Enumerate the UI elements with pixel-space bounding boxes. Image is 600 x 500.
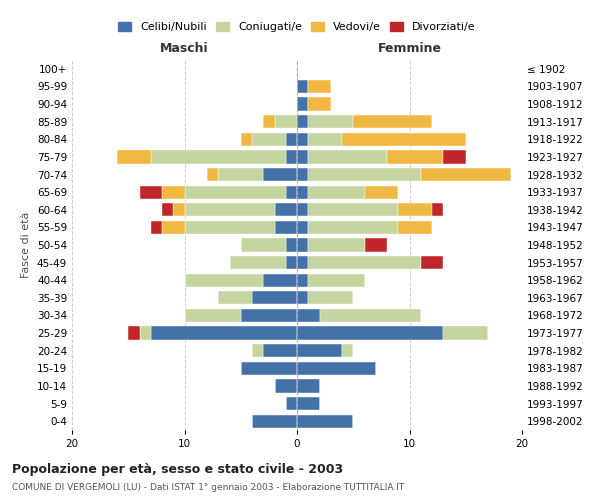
- Bar: [297, 186, 308, 198]
- Bar: [185, 186, 286, 198]
- Bar: [342, 132, 466, 146]
- Bar: [308, 238, 365, 252]
- Bar: [421, 256, 443, 269]
- Bar: [218, 291, 252, 304]
- Bar: [297, 150, 308, 164]
- Bar: [252, 291, 297, 304]
- Bar: [275, 221, 297, 234]
- Bar: [297, 80, 308, 93]
- Bar: [229, 256, 286, 269]
- Bar: [308, 221, 398, 234]
- Bar: [297, 238, 308, 252]
- Text: Maschi: Maschi: [160, 42, 209, 54]
- Bar: [173, 203, 185, 216]
- Bar: [297, 221, 308, 234]
- Bar: [139, 326, 151, 340]
- Bar: [263, 344, 297, 358]
- Bar: [297, 132, 308, 146]
- Bar: [308, 80, 331, 93]
- Bar: [308, 98, 331, 110]
- Bar: [252, 132, 286, 146]
- Bar: [128, 326, 139, 340]
- Bar: [162, 203, 173, 216]
- Text: Popolazione per età, sesso e stato civile - 2003: Popolazione per età, sesso e stato civil…: [12, 462, 343, 475]
- Bar: [297, 203, 308, 216]
- Bar: [297, 414, 353, 428]
- Bar: [297, 326, 443, 340]
- Text: COMUNE DI VERGEMOLI (LU) - Dati ISTAT 1° gennaio 2003 - Elaborazione TUTTITALIA.: COMUNE DI VERGEMOLI (LU) - Dati ISTAT 1°…: [12, 484, 404, 492]
- Bar: [432, 203, 443, 216]
- Bar: [297, 380, 320, 392]
- Bar: [185, 221, 275, 234]
- Bar: [162, 186, 185, 198]
- Bar: [252, 344, 263, 358]
- Bar: [286, 150, 297, 164]
- Bar: [162, 221, 185, 234]
- Bar: [308, 203, 398, 216]
- Bar: [308, 186, 365, 198]
- Bar: [252, 414, 297, 428]
- Bar: [297, 115, 308, 128]
- Bar: [151, 326, 297, 340]
- Bar: [297, 168, 308, 181]
- Bar: [353, 115, 432, 128]
- Bar: [297, 344, 342, 358]
- Bar: [365, 238, 387, 252]
- Bar: [275, 203, 297, 216]
- Bar: [421, 168, 511, 181]
- Bar: [308, 274, 365, 287]
- Bar: [241, 238, 286, 252]
- Bar: [308, 168, 421, 181]
- Bar: [263, 168, 297, 181]
- Bar: [241, 309, 297, 322]
- Bar: [218, 168, 263, 181]
- Bar: [207, 168, 218, 181]
- Legend: Celibi/Nubili, Coniugati/e, Vedovi/e, Divorziati/e: Celibi/Nubili, Coniugati/e, Vedovi/e, Di…: [114, 18, 480, 37]
- Bar: [297, 362, 376, 375]
- Bar: [308, 291, 353, 304]
- Bar: [398, 221, 432, 234]
- Bar: [151, 221, 162, 234]
- Bar: [342, 344, 353, 358]
- Bar: [443, 150, 466, 164]
- Bar: [308, 115, 353, 128]
- Bar: [365, 186, 398, 198]
- Bar: [275, 115, 297, 128]
- Bar: [297, 309, 320, 322]
- Bar: [443, 326, 488, 340]
- Bar: [286, 397, 297, 410]
- Bar: [320, 309, 421, 322]
- Bar: [185, 203, 275, 216]
- Bar: [275, 380, 297, 392]
- Bar: [151, 150, 286, 164]
- Bar: [297, 98, 308, 110]
- Bar: [185, 309, 241, 322]
- Bar: [297, 274, 308, 287]
- Bar: [263, 115, 275, 128]
- Y-axis label: Fasce di età: Fasce di età: [22, 212, 31, 278]
- Bar: [398, 203, 432, 216]
- Bar: [286, 238, 297, 252]
- Bar: [297, 397, 320, 410]
- Bar: [241, 132, 252, 146]
- Bar: [308, 256, 421, 269]
- Bar: [308, 150, 387, 164]
- Bar: [263, 274, 297, 287]
- Bar: [286, 186, 297, 198]
- Bar: [297, 256, 308, 269]
- Text: Femmine: Femmine: [377, 42, 442, 54]
- Bar: [387, 150, 443, 164]
- Bar: [139, 186, 162, 198]
- Bar: [117, 150, 151, 164]
- Bar: [308, 132, 342, 146]
- Bar: [297, 291, 308, 304]
- Bar: [286, 256, 297, 269]
- Bar: [241, 362, 297, 375]
- Bar: [185, 274, 263, 287]
- Bar: [286, 132, 297, 146]
